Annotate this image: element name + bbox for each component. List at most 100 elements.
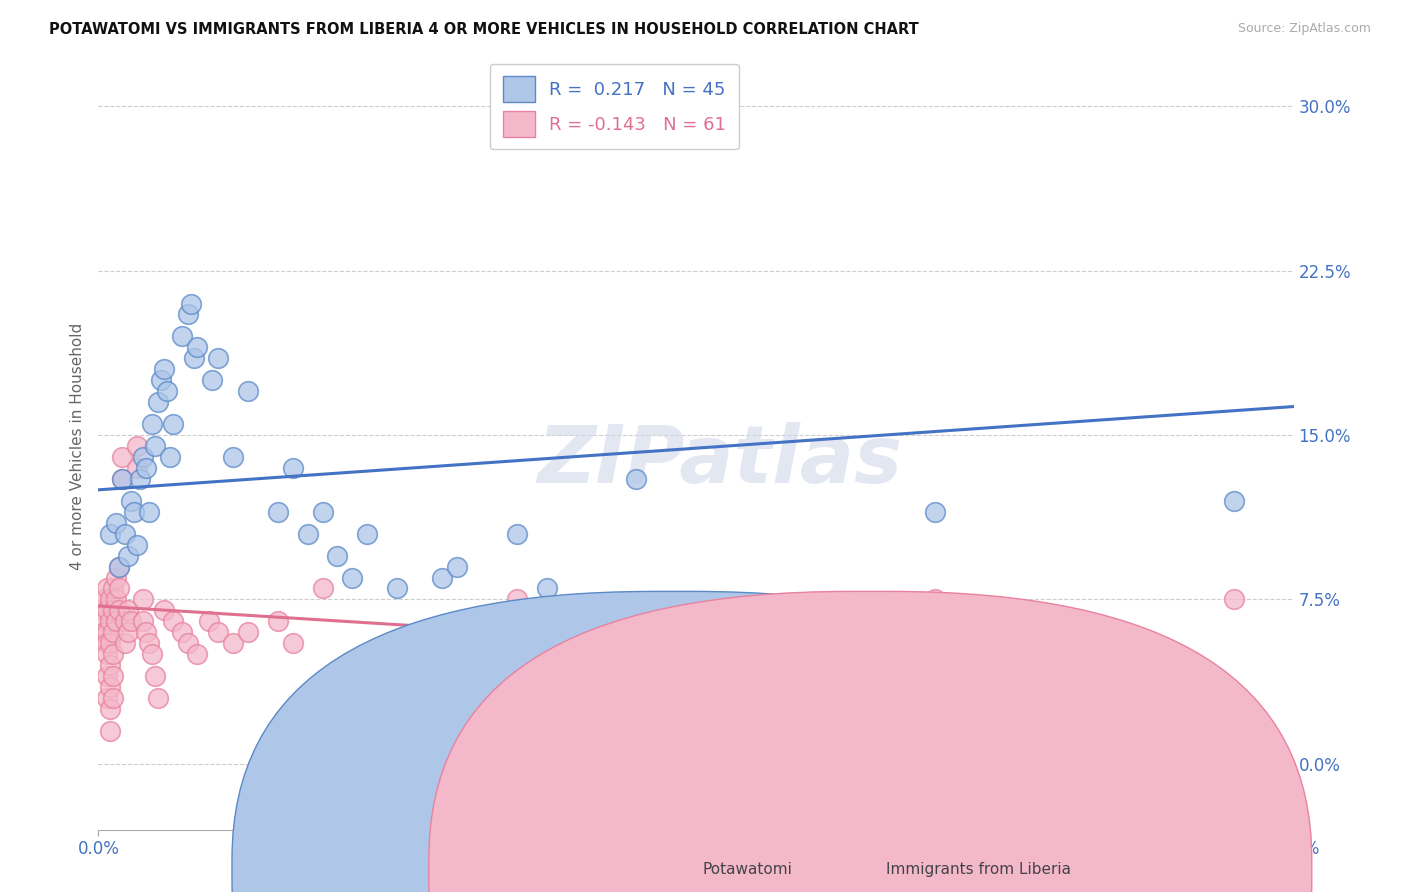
Point [281,636,304,650]
Point [143,669,166,683]
Point [148,395,170,409]
Point [98,702,122,716]
Point [120,615,142,629]
Point [135,461,157,475]
Point [207,625,229,640]
Point [108,582,131,596]
Text: Source: ZipAtlas.com: Source: ZipAtlas.com [1237,22,1371,36]
Y-axis label: 4 or more Vehicles in Household: 4 or more Vehicles in Household [69,322,84,570]
Point [127,461,149,475]
Point [117,625,139,640]
Point [96,669,118,683]
Point [153,362,176,376]
Point [117,603,139,617]
Point [446,559,468,574]
Point [385,582,409,596]
Point [111,472,134,486]
Point [506,592,529,607]
Point [267,505,290,519]
Point [108,559,131,574]
Point [342,570,364,584]
Point [356,526,378,541]
Point [96,636,118,650]
Point [143,439,166,453]
Point [105,516,128,530]
Point [103,669,125,683]
Text: POTAWATOMI VS IMMIGRANTS FROM LIBERIA 4 OR MORE VEHICLES IN HOUSEHOLD CORRELATIO: POTAWATOMI VS IMMIGRANTS FROM LIBERIA 4 … [49,22,920,37]
Point [117,549,139,563]
Point [98,615,122,629]
Point [311,582,333,596]
Point [236,384,259,399]
Point [108,559,131,574]
Point [172,329,194,343]
Point [127,439,149,453]
Point [132,615,155,629]
Point [172,625,194,640]
Point [156,384,179,399]
Point [141,417,163,431]
Point [177,636,200,650]
Point [626,472,648,486]
Point [111,472,134,486]
Point [98,723,122,738]
Point [135,625,157,640]
Point [141,647,163,661]
Point [536,582,558,596]
Text: ZIPatlas: ZIPatlas [537,422,903,500]
Point [98,526,122,541]
Point [96,582,118,596]
Point [222,636,245,650]
Point [297,526,319,541]
Point [127,538,149,552]
Point [148,691,170,706]
Point [111,450,134,464]
Point [105,615,128,629]
Point [177,308,200,322]
Point [120,493,142,508]
Point [108,603,131,617]
Point [132,450,155,464]
Point [183,351,205,366]
Point [267,615,290,629]
Point [93,592,115,607]
Point [103,582,125,596]
Point [201,373,224,387]
Point [114,615,136,629]
Point [96,625,118,640]
Text: Potawatomi: Potawatomi [703,863,793,877]
Point [93,625,115,640]
Point [93,615,115,629]
Point [1223,493,1246,508]
Point [162,615,184,629]
Point [103,691,125,706]
Point [430,570,453,584]
Point [138,505,160,519]
Point [222,450,245,464]
Point [236,625,259,640]
Point [114,526,136,541]
Point [924,592,946,607]
Point [198,615,221,629]
Point [103,647,125,661]
Point [180,296,202,310]
Point [153,603,176,617]
Point [90,603,112,617]
Point [124,505,146,519]
Point [114,636,136,650]
Point [150,373,173,387]
Point [103,625,125,640]
Point [311,505,333,519]
Point [103,603,125,617]
Point [924,505,946,519]
Point [96,647,118,661]
Point [159,450,181,464]
Point [98,636,122,650]
Point [96,603,118,617]
Point [98,658,122,673]
Text: Immigrants from Liberia: Immigrants from Liberia [886,863,1071,877]
Point [105,570,128,584]
Point [186,647,208,661]
Legend: R =  0.217   N = 45, R = -0.143   N = 61: R = 0.217 N = 45, R = -0.143 N = 61 [489,64,740,149]
Point [105,592,128,607]
